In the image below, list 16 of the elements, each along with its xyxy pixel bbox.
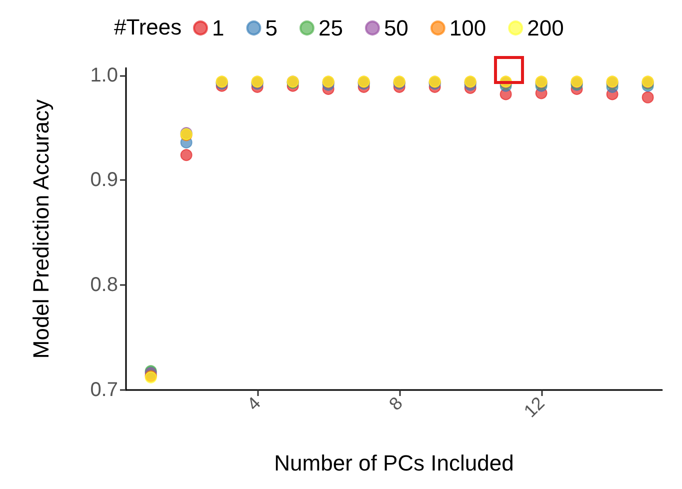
y-tick-label: 0.9 [90,169,118,192]
y-tick-label: 1.0 [90,64,118,86]
x-tick-label: 4 [243,392,264,414]
legend-label: 100 [449,16,486,40]
x-tick-label: 12 [520,392,548,422]
x-tick-label: 8 [385,392,406,414]
y-tick-label: 0.8 [90,274,118,296]
legend-label: 1 [212,16,224,40]
legend-title: #Trees [114,14,182,40]
legend-label: 25 [318,16,343,40]
legend-label: 5 [265,16,278,40]
y-tick-label: 0.7 [90,379,118,401]
y-axis-title: Model Prediction Accuracy [28,99,54,359]
legend-label: 50 [384,16,408,40]
legend-label: 200 [527,16,564,40]
x-axis-title: Number of PCs Included [274,450,514,476]
